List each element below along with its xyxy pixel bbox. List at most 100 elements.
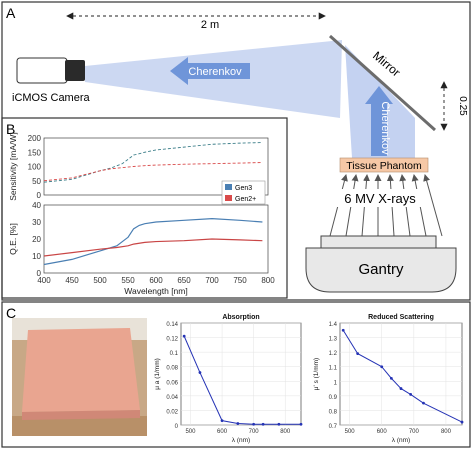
series-line-1 (43, 162, 263, 182)
y-tick-label: 0 (37, 269, 42, 278)
phantom-photo (12, 318, 147, 436)
mirror (328, 34, 437, 132)
y-tick-label: 1.4 (329, 322, 338, 328)
data-point (182, 334, 186, 338)
scattering-chart: 0.7 0.8 0.9 1 1.1 1.2 1.3 1.4 500 600 700 800 μ' s (… (313, 314, 464, 444)
panel-c-letter: C (6, 305, 16, 321)
chart-title: Reduced Scattering (368, 314, 434, 321)
y-tick-label: 0.04 (166, 395, 178, 401)
gantry-head (320, 235, 437, 249)
data-point (261, 422, 265, 426)
x-tick-label: 750 (233, 276, 247, 285)
data-point (422, 401, 425, 405)
xray-label: 6 MV X-rays (344, 191, 416, 206)
y-tick-label: 0.9 (329, 395, 338, 401)
y-axis-label: μ a (1/mm) (154, 358, 161, 390)
x-tick-label: 600 (217, 429, 228, 435)
camera-label: iCMOS Camera (12, 92, 91, 104)
x-axis-label: λ (nm) (392, 437, 410, 444)
data-point (252, 422, 256, 426)
y-tick-label: 0.8 (329, 409, 338, 415)
tissue-phantom (339, 157, 429, 173)
y-tick-label: 40 (32, 201, 41, 210)
legend: Gen3 Gen2+ (221, 180, 266, 205)
y-tick-label: 0.14 (166, 322, 178, 328)
x-tick-label: 500 (345, 429, 356, 435)
x-tick-label: 500 (185, 429, 196, 435)
phantom-label: Tissue Phantom (346, 160, 422, 172)
x-tick-label: 500 (93, 276, 107, 285)
y-tick-label: 0.06 (166, 380, 178, 386)
legend-label-gen2: Gen2+ (235, 196, 256, 203)
y-tick-label: 150 (28, 148, 42, 157)
x-axis-label: Wavelength [nm] (124, 286, 187, 296)
x-tick-label: 600 (377, 429, 388, 435)
y-tick-label: 1.2 (329, 351, 338, 357)
absorption-chart: 0 0.02 0.04 0.06 0.08 0.1 0.12 0.14 500 600 700 800… (154, 314, 303, 444)
x-tick-label: 800 (261, 276, 275, 285)
series-line-0 (183, 335, 301, 425)
y-tick-label: 1.1 (329, 366, 338, 372)
y-axis-label: μ' s (1/mm) (313, 358, 320, 390)
data-point (198, 371, 202, 374)
y-tick-label: 0.02 (166, 409, 178, 415)
x-tick-label: 700 (205, 276, 219, 285)
panel-b-letter: B (6, 121, 15, 137)
y-axis-label: Sensitivity [mA/W] (8, 132, 18, 200)
y-tick-label: 0.1 (170, 351, 179, 357)
cherenkov-horizontal-label: Cherenkov (188, 66, 242, 78)
y-tick-label: 0 (175, 424, 179, 430)
distance-label: 2 m (201, 19, 219, 31)
sensitivity-chart: 0 50 100 150 200 Sensitivity [mA/W] (8, 132, 269, 201)
y-tick-label: 0.7 (329, 424, 338, 430)
plot-area (339, 322, 463, 426)
x-tick-label: 400 (37, 276, 51, 285)
gantry-label: Gantry (358, 261, 404, 278)
legend-swatch-gen3 (225, 184, 232, 190)
x-tick-label: 450 (65, 276, 79, 285)
x-tick-label: 800 (441, 429, 452, 435)
x-tick-label: 600 (149, 276, 163, 285)
data-point (409, 393, 413, 396)
gantry (305, 247, 457, 293)
data-point (236, 422, 240, 425)
chart-title: Absorption (222, 314, 259, 321)
legend-label-gen3: Gen3 (235, 185, 252, 192)
panel-b-border (1, 117, 288, 299)
data-point (460, 420, 464, 424)
legend-swatch-gen2 (225, 195, 232, 201)
camera-icon (16, 57, 85, 84)
y-tick-label: 30 (32, 218, 41, 227)
panel-a-letter: A (6, 5, 16, 21)
data-point (399, 387, 403, 390)
x-tick-label: 800 (280, 429, 291, 435)
series-line-1 (43, 238, 263, 257)
cherenkov-arrow-vertical (365, 86, 393, 156)
y-tick-label: 100 (28, 163, 42, 172)
plot-area (43, 204, 269, 274)
qe-chart: 0 10 20 30 40 400 450 500 550 600 650 700 750 800 Q.E.… (8, 201, 275, 296)
y-tick-label: 0.08 (166, 366, 178, 372)
y-axis-label: Q.E. [%] (8, 223, 18, 255)
data-point (299, 422, 303, 426)
cherenkov-vertical-label: Cherenkov (379, 101, 391, 155)
data-point (341, 328, 345, 332)
data-point (220, 419, 224, 423)
data-point (356, 352, 360, 355)
y-tick-label: 200 (28, 134, 42, 143)
x-tick-label: 700 (249, 429, 260, 435)
y-tick-label: 50 (32, 177, 41, 186)
data-point (389, 376, 393, 380)
series-line-0 (43, 217, 263, 266)
x-tick-label: 650 (177, 276, 191, 285)
y-tick-label: 10 (32, 252, 41, 261)
y-tick-label: 1.3 (329, 337, 338, 343)
y-tick-label: 0.12 (166, 337, 178, 343)
plot-area (180, 322, 302, 426)
xray-label-bg (336, 189, 426, 207)
series-line-0 (342, 330, 463, 423)
panel-c-border (1, 301, 471, 448)
y-tick-label: 20 (32, 235, 41, 244)
x-tick-label: 550 (121, 276, 135, 285)
